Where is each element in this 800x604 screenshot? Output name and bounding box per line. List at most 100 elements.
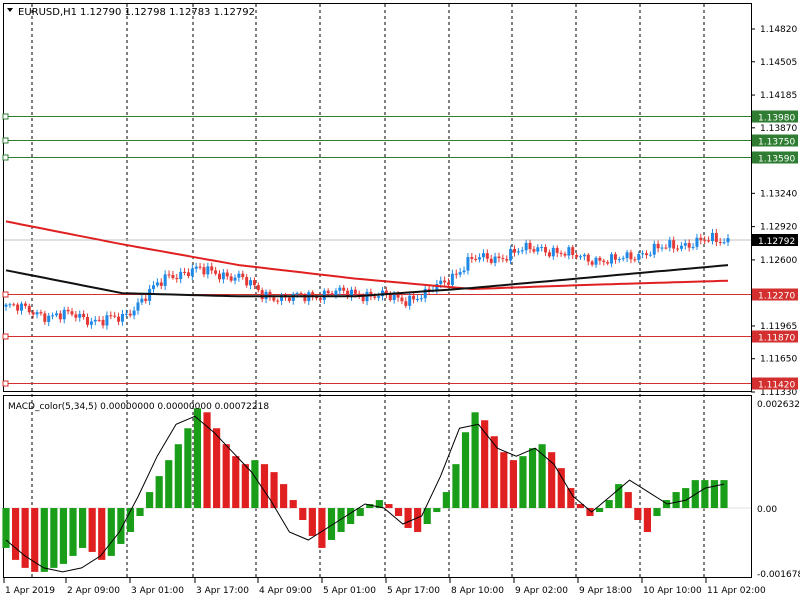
candle-body	[470, 257, 474, 259]
macd-bar	[193, 408, 202, 509]
candle-body	[578, 256, 582, 258]
candle-body	[140, 298, 144, 303]
candle-body	[668, 240, 672, 248]
candle-body	[602, 260, 606, 263]
candle-body	[466, 257, 470, 271]
price-tick-label-7: 1.12600	[760, 256, 797, 266]
macd-zero-tick: 0.00	[757, 505, 777, 515]
symbol-label: EURUSD,H1	[18, 7, 77, 18]
fast-ma-line	[5, 264, 729, 298]
macd-bar	[2, 508, 10, 548]
candle-body	[373, 296, 377, 298]
macd-bar	[672, 492, 680, 509]
candle-body	[361, 296, 365, 302]
time-label-8: 9 Apr 02:00	[515, 586, 568, 596]
macd-bar	[471, 412, 479, 509]
candle-body	[532, 249, 536, 252]
candle-body	[509, 248, 513, 261]
candle-body	[330, 293, 334, 296]
candle-body	[159, 282, 163, 286]
candle-body	[419, 298, 423, 300]
candle-body	[396, 294, 400, 298]
macd-bar	[528, 448, 537, 509]
price-tick-label-9: 1.11965	[760, 322, 797, 332]
time-label-7: 8 Apr 10:00	[451, 586, 504, 596]
candle-body	[12, 304, 16, 306]
price-tick-label-5: 1.13240	[760, 189, 797, 199]
candle-body	[47, 315, 51, 322]
candle-body	[703, 240, 707, 242]
candle-body	[610, 254, 614, 264]
candle-body	[338, 287, 342, 291]
candle-body	[501, 258, 505, 260]
candle-body	[124, 313, 128, 315]
candle-body	[660, 247, 664, 249]
candle-body	[641, 253, 645, 255]
macd-label: MACD_color(5,34,5) 0.00000000 0.00000000…	[8, 402, 269, 412]
candle-body	[202, 267, 206, 275]
chart-collapse-icon[interactable]	[7, 8, 13, 12]
candle-body	[62, 309, 66, 320]
macd-bar	[538, 444, 546, 509]
candle-body	[245, 277, 249, 286]
candle-body	[412, 295, 416, 300]
macd-bar	[232, 456, 240, 509]
level-anchor-3	[2, 291, 9, 298]
candle-body	[695, 237, 699, 247]
macd-bar	[576, 504, 584, 509]
candle-body	[559, 252, 563, 254]
macd-bar	[347, 508, 355, 524]
macd-bar	[203, 412, 211, 509]
candle-body	[322, 290, 326, 300]
candle-body	[718, 241, 722, 243]
macd-bar	[50, 508, 58, 568]
price-tick-label-11: 1.11330	[760, 388, 797, 398]
candle-body	[408, 295, 412, 306]
candle-body	[148, 288, 152, 301]
candle-body	[27, 305, 31, 313]
candle-body	[606, 262, 610, 264]
candle-body	[318, 298, 322, 300]
candle-body	[481, 253, 485, 258]
candle-body	[497, 256, 501, 259]
level-anchor-5	[2, 380, 9, 387]
macd-bar	[136, 508, 144, 517]
candle-body	[237, 273, 241, 278]
candle-body	[505, 259, 509, 261]
candle-body	[190, 268, 194, 277]
macd-histogram	[2, 408, 728, 572]
candle-body	[315, 296, 319, 299]
candle-body	[707, 240, 711, 242]
level-tag-label-4: 1.11870	[758, 334, 795, 344]
macd-bar	[461, 432, 470, 509]
candle-body	[326, 290, 330, 294]
macd-signal-line	[5, 415, 725, 573]
level-tag-label-1: 1.13750	[758, 138, 795, 148]
macd-bar	[59, 508, 68, 564]
candle-body	[493, 256, 497, 263]
candle-body	[241, 273, 245, 278]
candle-body	[652, 243, 656, 255]
candle-body	[346, 290, 350, 297]
candle-body	[179, 271, 183, 280]
macd-bar	[701, 480, 709, 509]
ohlc-values: 1.12790 1.12798 1.12783 1.12792	[80, 7, 255, 18]
macd-top-tick: 0.0026327	[757, 400, 800, 410]
time-label-2: 3 Apr 01:00	[131, 586, 184, 596]
candle-body	[613, 254, 617, 260]
candle-body	[39, 312, 43, 314]
candle-body	[74, 314, 78, 318]
candle-body	[206, 266, 210, 275]
candle-body	[435, 284, 439, 291]
candle-body	[427, 288, 431, 291]
candle-body	[384, 290, 388, 295]
macd-bar	[375, 500, 383, 509]
candle-body	[687, 243, 691, 248]
candle-body	[20, 303, 24, 311]
price-tick-label-3: 1.13870	[760, 124, 797, 134]
macd-bar	[404, 508, 412, 528]
level-tag-label-2: 1.13590	[758, 155, 795, 165]
candle-body	[516, 251, 520, 253]
candle-body	[221, 272, 225, 280]
